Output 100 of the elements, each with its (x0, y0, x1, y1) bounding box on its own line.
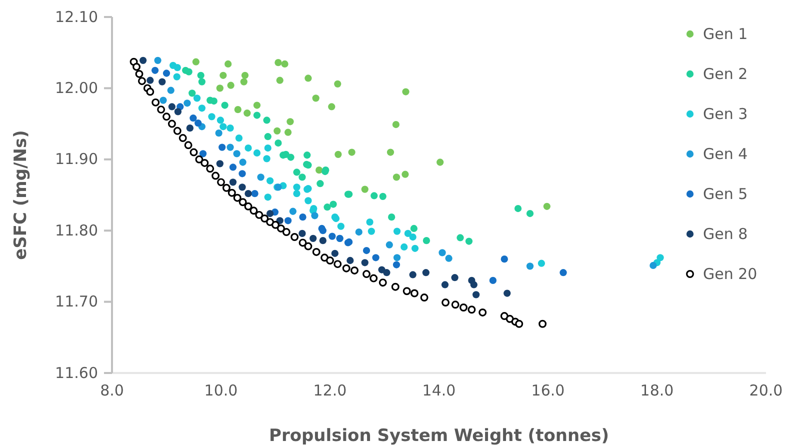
point (195, 155, 204, 164)
legend-label: Gen 8 (703, 225, 748, 243)
point (392, 261, 400, 268)
point (290, 233, 299, 241)
point (199, 150, 207, 158)
point (220, 72, 227, 79)
point (386, 148, 394, 156)
point (312, 94, 320, 102)
point (139, 56, 147, 64)
point (378, 278, 387, 287)
point (286, 118, 294, 126)
point (135, 70, 144, 78)
point (253, 112, 261, 119)
point (400, 243, 408, 251)
point (132, 62, 141, 71)
point (411, 244, 419, 252)
point (255, 210, 264, 219)
point (393, 254, 401, 262)
point (284, 217, 292, 224)
point (146, 88, 154, 96)
point (257, 174, 264, 181)
point (328, 103, 336, 110)
point (235, 134, 243, 142)
point (370, 274, 378, 282)
point (404, 230, 412, 238)
point (334, 150, 342, 158)
point (276, 76, 284, 84)
point (229, 178, 237, 186)
point (526, 262, 534, 270)
point (319, 237, 326, 244)
point (244, 144, 252, 152)
point (436, 158, 444, 166)
point (173, 126, 182, 135)
x-tick-label: 8.0 (100, 382, 124, 400)
point (263, 116, 270, 124)
point (293, 190, 300, 198)
point (304, 197, 312, 204)
point (391, 282, 400, 291)
point (233, 150, 240, 158)
point (260, 214, 269, 222)
point (182, 66, 190, 74)
point (312, 248, 320, 256)
point (500, 312, 508, 320)
point (298, 174, 306, 181)
point (470, 281, 478, 288)
point (146, 76, 154, 84)
point (298, 230, 306, 238)
point (410, 289, 418, 298)
point (514, 204, 522, 212)
point (422, 237, 430, 244)
point (410, 224, 418, 232)
point (208, 113, 216, 120)
point (253, 102, 261, 109)
point (216, 116, 224, 124)
point (238, 198, 247, 206)
x-tick-label: 10.0 (204, 382, 238, 400)
point (190, 114, 197, 122)
point (229, 164, 237, 171)
point (422, 269, 430, 276)
point (334, 80, 342, 88)
point (456, 234, 464, 242)
point (226, 144, 234, 151)
legend-label: Gen 5 (703, 185, 748, 203)
point (192, 58, 200, 66)
point (274, 127, 281, 134)
point (264, 133, 272, 140)
legend-label: Gen 1 (703, 25, 748, 43)
point (188, 90, 196, 97)
point (393, 228, 401, 235)
point (538, 260, 546, 267)
point (372, 254, 380, 262)
point (451, 274, 458, 282)
point (334, 260, 342, 268)
point (206, 164, 214, 173)
point (216, 84, 224, 92)
point (174, 64, 181, 72)
point (222, 184, 230, 192)
point (409, 233, 416, 241)
point (218, 144, 226, 151)
point (311, 212, 318, 220)
point (451, 300, 460, 309)
point (304, 242, 312, 250)
point (326, 256, 334, 264)
point (244, 190, 252, 198)
point (504, 290, 511, 297)
point (370, 192, 378, 200)
point (348, 148, 356, 156)
point (379, 192, 386, 200)
point (328, 232, 336, 240)
point (310, 234, 317, 242)
point (543, 202, 550, 210)
point (233, 194, 242, 202)
point (158, 78, 166, 86)
point (281, 60, 288, 68)
point (240, 78, 248, 86)
point (138, 77, 146, 86)
point (526, 210, 534, 218)
point (478, 308, 487, 316)
point (337, 222, 344, 230)
x-tick-label: 18.0 (640, 382, 674, 400)
